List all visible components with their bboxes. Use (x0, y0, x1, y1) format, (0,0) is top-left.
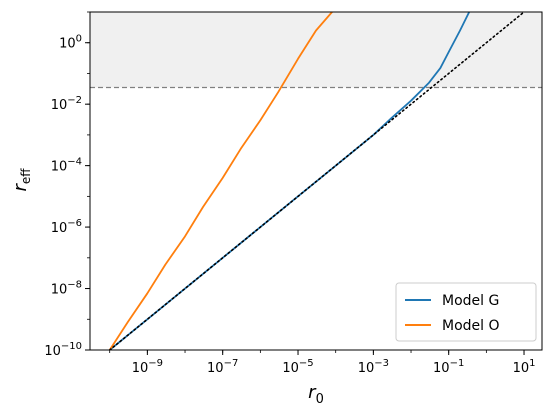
legend-label-model-g: Model G (442, 293, 499, 309)
legend: Model G Model O (395, 282, 537, 342)
x-tick-label: 101 (513, 358, 536, 376)
y-tick-label: 100 (59, 34, 82, 52)
y-tick-label: 10−2 (51, 95, 82, 113)
x-tick-label: 10−5 (282, 358, 313, 376)
y-tick-label: 10−4 (51, 157, 82, 175)
x-tick-label: 10−3 (358, 358, 389, 376)
plot-frame (89, 11, 543, 351)
x-tick-label: 10−7 (207, 358, 238, 376)
y-tick-label: 10−8 (51, 280, 82, 298)
legend-label-model-o: Model O (442, 318, 500, 334)
x-axis-label: r0 (308, 382, 324, 407)
x-tick-label: 10−1 (433, 358, 464, 376)
y-tick-label: 10−10 (44, 341, 82, 359)
reference-line (108, 12, 525, 350)
x-tick-label: 10−9 (132, 358, 163, 376)
y-axis-label: reff (10, 168, 33, 192)
series-line-model-o (108, 12, 333, 350)
y-tick-label: 10−6 (51, 218, 82, 236)
legend-box (395, 282, 537, 342)
shaded-region (90, 12, 542, 88)
